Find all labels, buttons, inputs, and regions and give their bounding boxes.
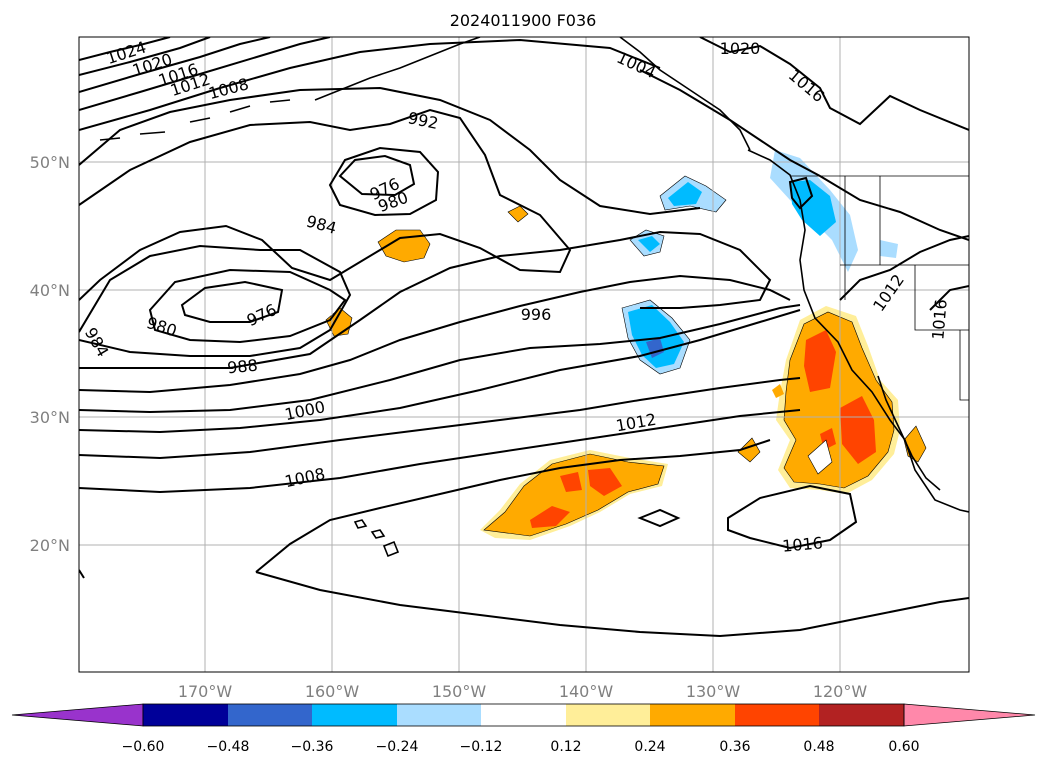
fill-red-area	[530, 506, 570, 528]
state-borders	[840, 176, 969, 401]
map-border	[78, 36, 970, 673]
map-panel: 1024 1020 1016 1012 1008 992 976 980 984…	[79, 37, 969, 672]
colorbar-segment	[650, 704, 735, 726]
fill-orange-area	[483, 453, 665, 537]
fill-orange-area	[772, 384, 784, 398]
fill-blue-area	[638, 236, 660, 252]
contour-label: 1016	[928, 298, 950, 340]
coastlines	[99, 37, 969, 558]
colorbar-tick-label: 0.60	[888, 739, 919, 755]
lon-label-150w: 150°W	[432, 682, 487, 701]
longitude-labels: 170°W 160°W 150°W 140°W 130°W 120°W	[178, 682, 868, 701]
fill-red-area	[840, 396, 876, 464]
fill-blue-area	[790, 180, 836, 236]
colorbar-tick-label: 0.36	[719, 739, 750, 755]
fill-blue-area	[880, 240, 898, 258]
hawaii-islands	[353, 519, 400, 558]
colorbar-segment	[397, 704, 481, 726]
fill-blue-area	[628, 305, 684, 368]
colorbar-segment	[566, 704, 650, 726]
colorbar-segment	[228, 704, 312, 726]
colorbar: −0.60 −0.48 −0.36 −0.24 −0.12 0.12 0.24 …	[11, 703, 1036, 755]
lat-label-20n: 20°N	[30, 536, 70, 555]
contour-label: 1020	[720, 39, 761, 58]
contour-label: 1016	[781, 533, 823, 555]
colorbar-tick-label: 0.12	[550, 739, 581, 755]
colorbar-tick-label: −0.48	[207, 739, 250, 755]
baja-coast	[877, 375, 941, 491]
lat-label-30n: 30°N	[30, 408, 70, 427]
contour-labels: 1024 1020 1016 1012 1008 992 976 980 984…	[81, 37, 951, 555]
colorbar-min-extension	[11, 703, 144, 727]
contour-label: 988	[226, 356, 258, 378]
contour-label: 996	[521, 305, 552, 324]
lat-label-40n: 40°N	[30, 281, 70, 300]
positive-fill-areas	[325, 205, 927, 540]
fill-red-area	[588, 468, 622, 496]
colorbar-tick-label: 0.24	[634, 739, 665, 755]
lon-label-120w: 120°W	[813, 682, 868, 701]
lon-label-170w: 170°W	[178, 682, 233, 701]
fill-white-hole	[807, 439, 833, 475]
fill-orange-area	[377, 229, 431, 263]
colorbar-segment	[481, 704, 566, 726]
graticule	[79, 37, 969, 672]
colorbar-segment	[735, 704, 819, 726]
us-west-coast	[747, 149, 969, 513]
map-title: 2024011900 F036	[450, 11, 597, 30]
lat-label-50n: 50°N	[30, 153, 70, 172]
latitude-labels: 50°N 40°N 30°N 20°N	[30, 153, 70, 555]
lon-label-140w: 140°W	[559, 682, 614, 701]
colorbar-tick-label: −0.24	[376, 739, 419, 755]
lon-label-130w: 130°W	[686, 682, 741, 701]
colorbar-segment	[819, 704, 904, 726]
fill-red-area	[804, 330, 836, 392]
colorbar-tick-label: −0.60	[122, 739, 165, 755]
colorbar-tick-label: −0.36	[291, 739, 334, 755]
lon-label-160w: 160°W	[305, 682, 360, 701]
fill-orange-area	[507, 205, 529, 223]
colorbar-max-extension	[903, 703, 1036, 727]
isobar-contours	[79, 37, 969, 638]
colorbar-segment	[312, 704, 397, 726]
alaska-panhandle	[619, 37, 751, 151]
colorbar-tick-label: −0.12	[460, 739, 503, 755]
colorbar-segment	[143, 704, 228, 726]
fill-orange-area	[737, 437, 761, 463]
colorbar-tick-label: 0.48	[803, 739, 834, 755]
fill-red-area	[560, 472, 582, 492]
fill-blue-area	[668, 182, 702, 206]
